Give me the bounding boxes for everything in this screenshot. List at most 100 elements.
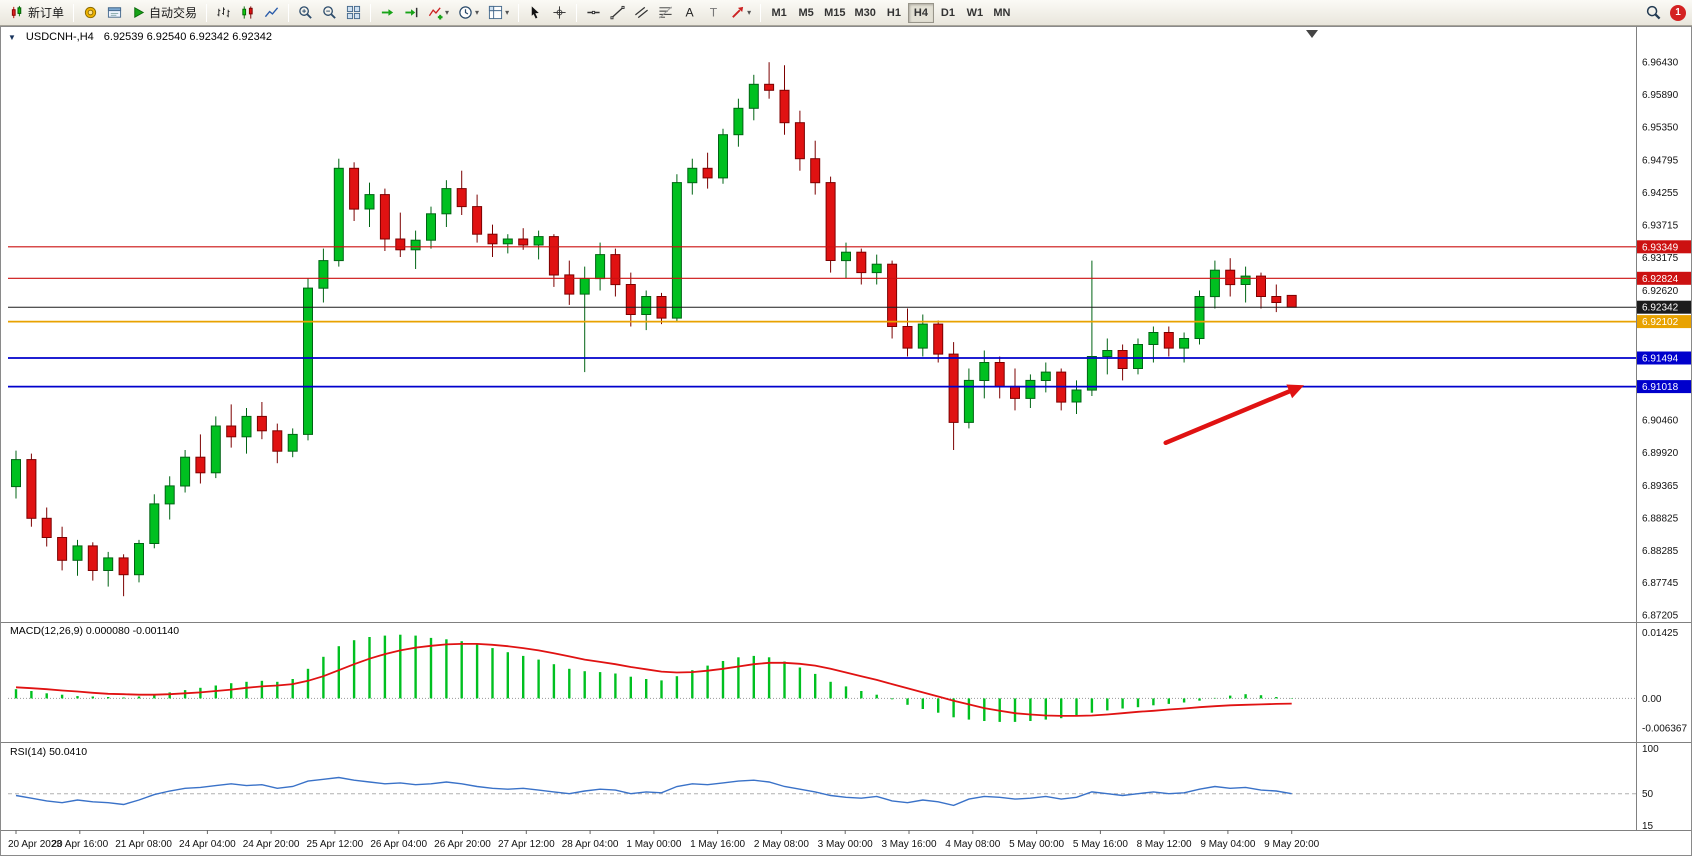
- svg-text:6.92620: 6.92620: [1642, 286, 1679, 297]
- timeframe-mn-button[interactable]: MN: [993, 6, 1011, 19]
- svg-text:6.90460: 6.90460: [1642, 416, 1679, 427]
- candlestick-chart-icon: [240, 5, 255, 20]
- crosshair-button[interactable]: [548, 2, 571, 24]
- new-order-button-label: 新订单: [28, 6, 65, 20]
- svg-text:6.89920: 6.89920: [1642, 448, 1679, 459]
- timeframe-h4-button[interactable]: H4: [907, 2, 934, 23]
- zoom-out-icon: [322, 5, 337, 20]
- notification-badge[interactable]: 1: [1670, 4, 1686, 21]
- timeframe-d1-button[interactable]: D1: [940, 6, 955, 19]
- svg-text:21 Apr 08:00: 21 Apr 08:00: [115, 839, 172, 850]
- svg-text:8 May 12:00: 8 May 12:00: [1137, 839, 1192, 850]
- timeframe-m5-button[interactable]: M5: [798, 6, 814, 19]
- rsi-axis-labels: 100 50 15: [1642, 744, 1659, 832]
- svg-text:4 May 08:00: 4 May 08:00: [945, 839, 1000, 850]
- arrows-button[interactable]: ▾: [726, 2, 755, 24]
- auto-trading-icon: [131, 5, 146, 20]
- svg-text:5 May 00:00: 5 May 00:00: [1009, 839, 1064, 850]
- timeframe-m30-button[interactable]: M30: [854, 6, 876, 19]
- svg-text:6.95350: 6.95350: [1642, 122, 1679, 133]
- svg-text:3 May 00:00: 3 May 00:00: [818, 839, 873, 850]
- caret-down-icon: ▾: [475, 8, 480, 17]
- crosshair-icon: [552, 5, 567, 20]
- trend-arrow-head[interactable]: [1286, 384, 1304, 399]
- svg-text:0.01425: 0.01425: [1642, 628, 1679, 639]
- new-order-icon: [10, 5, 25, 20]
- line-chart-button[interactable]: [260, 2, 283, 24]
- svg-text:9 May 20:00: 9 May 20:00: [1264, 839, 1319, 850]
- svg-text:24 Apr 20:00: 24 Apr 20:00: [243, 839, 300, 850]
- auto-trading-button[interactable]: 自动交易: [127, 2, 201, 24]
- chart-shift-marker[interactable]: [1306, 30, 1318, 38]
- timeframe-m1-button[interactable]: M1: [771, 6, 787, 19]
- terminal-icon: [107, 5, 122, 20]
- horizontal-line-button[interactable]: [582, 2, 605, 24]
- svg-text:6.89365: 6.89365: [1642, 481, 1679, 492]
- new-order-button[interactable]: 新订单: [6, 2, 68, 24]
- svg-text:6.93349: 6.93349: [1642, 242, 1679, 253]
- chart-background: [0, 26, 1692, 856]
- svg-text:15: 15: [1642, 821, 1654, 832]
- search-button[interactable]: [1642, 2, 1665, 24]
- market-watch-button[interactable]: [79, 2, 102, 24]
- periods-button[interactable]: ▾: [454, 2, 483, 24]
- svg-text:6.87745: 6.87745: [1642, 578, 1679, 589]
- bar-chart-button[interactable]: [212, 2, 235, 24]
- terminal-button[interactable]: [103, 2, 126, 24]
- timeframe-m15-button[interactable]: M15: [824, 6, 846, 19]
- channel-button[interactable]: [630, 2, 653, 24]
- auto-scroll-button[interactable]: [376, 2, 399, 24]
- macd-axis-labels: 0.01425 0.00 -0.006367: [1642, 628, 1687, 734]
- svg-text:6.88825: 6.88825: [1642, 514, 1679, 525]
- toolbar-separator: [206, 3, 208, 22]
- cursor-button[interactable]: [524, 2, 547, 24]
- svg-text:27 Apr 12:00: 27 Apr 12:00: [498, 839, 555, 850]
- svg-text:0.00: 0.00: [1642, 694, 1662, 705]
- svg-text:6.94255: 6.94255: [1642, 188, 1679, 199]
- caret-down-icon: ▾: [747, 8, 752, 17]
- tile-windows-icon: [346, 5, 361, 20]
- bar-chart-icon: [216, 5, 231, 20]
- fibonacci-button[interactable]: [654, 2, 677, 24]
- text-button[interactable]: A: [678, 2, 701, 24]
- macd-signal-line: [15, 643, 1292, 717]
- svg-text:20 Apr 16:00: 20 Apr 16:00: [51, 839, 108, 850]
- fibonacci-icon: [658, 5, 673, 20]
- line-chart-icon: [264, 5, 279, 20]
- toolbar-separator: [760, 3, 762, 22]
- zoom-out-button[interactable]: [318, 2, 341, 24]
- zoom-in-button[interactable]: [294, 2, 317, 24]
- toolbar: 新订单 自动交易 ▾ ▾ ▾ A T ▾ M1 M5 M15 M30 H1 H4 D1 W1 MN 1: [0, 0, 1692, 26]
- svg-text:6.93715: 6.93715: [1642, 220, 1679, 231]
- trend-arrow-shaft[interactable]: [1163, 389, 1292, 446]
- svg-text:6.92342: 6.92342: [1642, 303, 1679, 314]
- svg-text:3 May 16:00: 3 May 16:00: [881, 839, 936, 850]
- svg-text:24 Apr 04:00: 24 Apr 04:00: [179, 839, 236, 850]
- svg-text:6.93175: 6.93175: [1642, 253, 1679, 264]
- text-label-button[interactable]: T: [702, 2, 725, 24]
- toolbar-separator: [73, 3, 75, 22]
- text-icon: A: [682, 5, 697, 20]
- svg-text:9 May 04:00: 9 May 04:00: [1200, 839, 1255, 850]
- templates-button[interactable]: ▾: [484, 2, 513, 24]
- indicators-button[interactable]: ▾: [424, 2, 453, 24]
- chart-window: 6.96430 6.95890 6.95350 6.94795 6.94255 6.937…: [0, 26, 1692, 856]
- arrows-icon: [730, 5, 745, 20]
- zoom-in-icon: [298, 5, 313, 20]
- chart-shift-icon: [404, 5, 419, 20]
- svg-text:6.91018: 6.91018: [1642, 382, 1679, 393]
- caret-down-icon: ▾: [505, 8, 510, 17]
- tile-windows-button[interactable]: [342, 2, 365, 24]
- svg-text:6.87205: 6.87205: [1642, 611, 1679, 622]
- periods-clock-icon: [458, 5, 473, 20]
- timeframe-h1-button[interactable]: H1: [886, 6, 901, 19]
- search-icon: [1646, 5, 1661, 20]
- trendline-button[interactable]: [606, 2, 629, 24]
- label-icon: T: [706, 5, 721, 20]
- timeframe-w1-button[interactable]: W1: [966, 6, 984, 19]
- price-chart: 6.96430 6.95890 6.95350 6.94795 6.94255 6.937…: [0, 26, 1692, 856]
- candlestick-chart-button[interactable]: [236, 2, 259, 24]
- toolbar-separator: [576, 3, 578, 22]
- chart-shift-button[interactable]: [400, 2, 423, 24]
